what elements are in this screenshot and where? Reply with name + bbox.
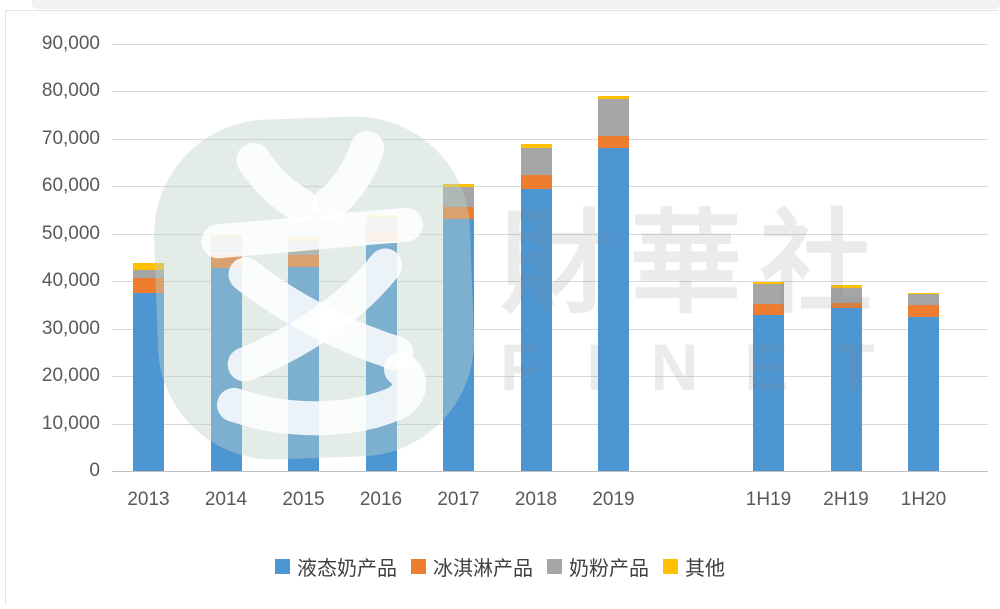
gridline <box>112 91 988 92</box>
bar-2019-liquid <box>598 148 629 471</box>
bar-1H19-ice_cream <box>753 303 784 315</box>
page-top-strip <box>32 0 1000 9</box>
legend-swatch-liquid-icon <box>275 558 290 574</box>
y-axis-tick-label: 90,000 <box>41 32 100 54</box>
bar-2018-liquid <box>520 188 552 471</box>
bar-2013-other <box>133 263 164 270</box>
x-axis-category-label: 1H20 <box>900 489 947 510</box>
x-axis-category-label: 2018 <box>514 489 558 510</box>
chart-legend: 液态奶产品 冰淇淋产品 奶粉产品 其他 <box>0 552 1000 580</box>
y-axis-tick-label: 30,000 <box>41 317 100 339</box>
bar-1H20-milk_powder <box>908 294 939 306</box>
bar-2016-milk_powder <box>365 217 397 233</box>
bar-2015-other <box>288 237 319 241</box>
bar-2019-ice_cream <box>598 136 629 148</box>
y-axis-tick-label: 70,000 <box>41 127 100 149</box>
legend-label: 奶粉产品 <box>569 557 649 580</box>
y-axis-tick-label: 0 <box>89 460 100 481</box>
bar-2015-liquid <box>288 266 319 472</box>
bar-2015-ice_cream <box>288 254 319 267</box>
legend-item-milk_powder: 奶粉产品 <box>547 552 649 581</box>
y-axis-tick-label: 60,000 <box>41 175 100 196</box>
x-axis-category-label: 2013 <box>127 489 170 510</box>
bar-2013-ice_cream <box>133 278 164 293</box>
bar-1H20-ice_cream <box>908 305 939 317</box>
x-axis-category-label: 2H19 <box>823 489 869 510</box>
x-axis-line <box>112 471 988 472</box>
bar-2H19-ice_cream <box>830 302 862 308</box>
bar-2H19-liquid <box>830 307 862 471</box>
y-axis-tick-label: 10,000 <box>41 412 100 434</box>
legend-label: 其他 <box>685 557 725 580</box>
bar-2019-milk_powder <box>598 99 629 137</box>
x-axis-category-label: 2016 <box>359 489 403 510</box>
bar-1H20-other <box>908 292 939 295</box>
bar-2016-other <box>365 214 397 218</box>
legend-item-liquid: 液态奶产品 <box>275 552 397 581</box>
gridline <box>112 138 988 140</box>
legend-swatch-ice_cream-icon <box>411 558 426 574</box>
bar-2013-liquid <box>133 292 164 471</box>
x-axis-category-label: 2015 <box>282 489 325 510</box>
x-axis-category-label: 1H19 <box>745 489 792 510</box>
y-axis-tick-label: 40,000 <box>41 270 100 291</box>
bar-1H19-liquid <box>753 314 784 471</box>
gridline <box>112 43 988 45</box>
bar-2018-milk_powder <box>520 148 552 175</box>
y-axis-tick-label: 50,000 <box>41 222 100 244</box>
bar-2015-milk_powder <box>288 240 319 255</box>
x-axis-category-label: 2017 <box>437 489 480 510</box>
x-axis-category-label: 2014 <box>204 489 248 510</box>
bar-2017-other <box>443 183 474 188</box>
bar-2018-other <box>520 143 552 148</box>
legend-swatch-milk_powder-icon <box>547 558 562 574</box>
bar-2013-milk_powder <box>133 269 164 279</box>
legend-label: 冰淇淋产品 <box>433 557 533 580</box>
legend-label: 液态奶产品 <box>297 557 397 580</box>
bar-1H19-milk_powder <box>753 284 784 304</box>
bar-2017-ice_cream <box>443 206 474 220</box>
bar-2014-liquid <box>210 267 242 471</box>
y-axis-tick-label: 20,000 <box>41 365 100 386</box>
bar-1H20-liquid <box>908 316 939 471</box>
bar-2018-ice_cream <box>520 174 552 189</box>
bar-2H19-other <box>830 285 862 288</box>
legend-item-other: 其他 <box>663 552 725 581</box>
bar-2H19-milk_powder <box>830 287 862 303</box>
bar-2017-milk_powder <box>443 187 474 207</box>
bar-2014-milk_powder <box>210 235 242 254</box>
bar-2019-other <box>598 95 629 100</box>
bar-2014-other <box>210 233 242 236</box>
bar-2014-ice_cream <box>210 253 242 268</box>
x-axis-category-label: 2019 <box>592 489 635 510</box>
y-axis-tick-label: 80,000 <box>41 80 100 101</box>
bar-1H19-other <box>753 281 784 285</box>
legend-swatch-other-icon <box>663 558 678 574</box>
legend-item-ice_cream: 冰淇淋产品 <box>411 552 533 581</box>
bar-2016-ice_cream <box>365 232 397 243</box>
bar-2017-liquid <box>443 219 474 472</box>
bar-2016-liquid <box>365 242 397 471</box>
